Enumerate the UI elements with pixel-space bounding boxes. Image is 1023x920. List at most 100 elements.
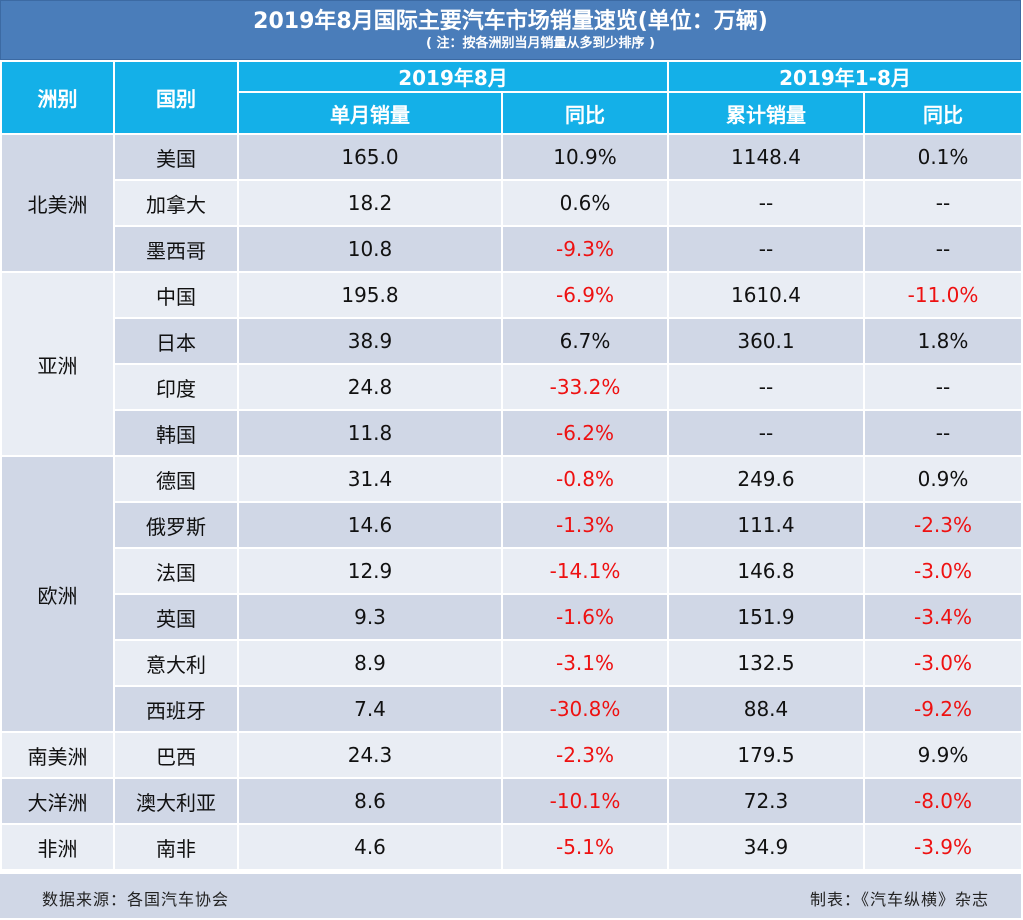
monthly-yoy-cell: -33.2%: [501, 363, 669, 411]
monthly-sales-cell: 10.8: [237, 225, 503, 273]
country-cell: 法国: [113, 547, 239, 595]
table-header: 洲别 国别 2019年8月 2019年1-8月 单月销量 同比 累计销量 同比: [0, 60, 1023, 135]
cumulative-sales-cell: --: [667, 179, 865, 227]
table-row: 英国 9.3 -1.6% 151.9 -3.4%: [1, 593, 1023, 641]
monthly-sales-cell: 24.8: [237, 363, 503, 411]
cumulative-yoy-cell: -3.0%: [862, 547, 1023, 595]
header-cumulative-sales: 累计销量: [667, 91, 865, 135]
table-row: 印度 24.8 -33.2% -- --: [1, 363, 1023, 411]
country-cell: 美国: [113, 133, 239, 181]
table-row: 意大利 8.9 -3.1% 132.5 -3.0%: [1, 639, 1023, 687]
monthly-yoy-cell: -2.3%: [501, 731, 669, 779]
monthly-sales-cell: 31.4: [237, 455, 503, 503]
header-monthly-sales: 单月销量: [237, 91, 503, 135]
country-cell: 南非: [113, 823, 239, 871]
cumulative-yoy-cell: -3.4%: [862, 593, 1023, 641]
cumulative-yoy-cell: --: [862, 225, 1023, 273]
continent-cell: 南美洲: [0, 731, 115, 779]
monthly-yoy-cell: -1.6%: [501, 593, 669, 641]
cumulative-yoy-cell: --: [862, 409, 1023, 457]
monthly-sales-cell: 18.2: [237, 179, 503, 227]
monthly-yoy-cell: 10.9%: [501, 133, 669, 181]
monthly-sales-cell: 11.8: [237, 409, 503, 457]
cumulative-sales-cell: --: [667, 363, 865, 411]
table-row: 法国 12.9 -14.1% 146.8 -3.0%: [1, 547, 1023, 595]
continent-cell: 亚洲: [0, 271, 115, 457]
monthly-yoy-cell: -3.1%: [501, 639, 669, 687]
monthly-sales-cell: 8.9: [237, 639, 503, 687]
monthly-yoy-cell: -14.1%: [501, 547, 669, 595]
country-cell: 日本: [113, 317, 239, 365]
monthly-sales-cell: 12.9: [237, 547, 503, 595]
table-body: 北美洲 美国 165.0 10.9% 1148.4 0.1% 加拿大 18.2 0.6% -- --…: [0, 133, 1023, 871]
cumulative-yoy-cell: --: [862, 363, 1023, 411]
monthly-yoy-cell: -6.2%: [501, 409, 669, 457]
country-cell: 墨西哥: [113, 225, 239, 273]
monthly-sales-cell: 7.4: [237, 685, 503, 733]
header-aug-yoy: 同比: [501, 91, 669, 135]
table-maker: 制表：《汽车纵横》杂志: [809, 890, 989, 909]
monthly-sales-cell: 38.9: [237, 317, 503, 365]
header-country: 国别: [113, 60, 239, 135]
cumulative-yoy-cell: -3.9%: [862, 823, 1023, 871]
table-footer: 数据来源：各国汽车协会 制表：《汽车纵横》杂志: [0, 872, 1021, 918]
header-aug-group: 2019年8月: [237, 60, 669, 93]
cumulative-yoy-cell: --: [862, 179, 1023, 227]
cumulative-sales-cell: 1148.4: [667, 133, 865, 181]
header-ytd-group: 2019年1-8月: [666, 60, 1023, 93]
cumulative-sales-cell: 179.5: [667, 731, 865, 779]
cumulative-yoy-cell: 0.9%: [862, 455, 1023, 503]
header-ytd-yoy: 同比: [862, 91, 1023, 135]
table-row: 墨西哥 10.8 -9.3% -- --: [1, 225, 1023, 273]
continent-cell: 北美洲: [0, 133, 115, 273]
monthly-sales-cell: 14.6: [237, 501, 503, 549]
table-row: 西班牙 7.4 -30.8% 88.4 -9.2%: [1, 685, 1023, 733]
table-row: 大洋洲 澳大利亚 8.6 -10.1% 72.3 -8.0%: [0, 777, 1023, 825]
monthly-yoy-cell: -30.8%: [501, 685, 669, 733]
cumulative-sales-cell: 146.8: [667, 547, 865, 595]
table-title: 2019年8月国际主要汽车市场销量速览(单位：万辆): [253, 9, 768, 34]
table-row: 欧洲 德国 31.4 -0.8% 249.6 0.9%: [0, 455, 1023, 733]
cumulative-yoy-cell: 0.1%: [862, 133, 1023, 181]
country-cell: 德国: [113, 455, 239, 503]
continent-cell: 大洋洲: [0, 777, 115, 825]
cumulative-sales-cell: --: [667, 225, 865, 273]
title-bar: 2019年8月国际主要汽车市场销量速览(单位：万辆) ( 注：按各洲别当月销量从…: [0, 0, 1021, 60]
country-cell: 澳大利亚: [113, 777, 239, 825]
monthly-yoy-cell: 6.7%: [501, 317, 669, 365]
monthly-sales-cell: 4.6: [237, 823, 503, 871]
cumulative-yoy-cell: 9.9%: [862, 731, 1023, 779]
sales-table: 洲别 国别 2019年8月 2019年1-8月 单月销量 同比 累计销量 同比 …: [0, 60, 1023, 871]
table-row: 南美洲 巴西 24.3 -2.3% 179.5 9.9%: [0, 731, 1023, 779]
cumulative-sales-cell: --: [667, 409, 865, 457]
monthly-yoy-cell: -6.9%: [501, 271, 669, 319]
monthly-sales-cell: 9.3: [237, 593, 503, 641]
table-row: 北美洲 美国 165.0 10.9% 1148.4 0.1%: [0, 133, 1023, 273]
table-row: 韩国 11.8 -6.2% -- --: [1, 409, 1023, 457]
country-cell: 韩国: [113, 409, 239, 457]
table-row: 亚洲 中国 195.8 -6.9% 1610.4 -11.0%: [0, 271, 1023, 457]
monthly-sales-cell: 165.0: [237, 133, 503, 181]
monthly-yoy-cell: -9.3%: [501, 225, 669, 273]
table-note: ( 注：按各洲别当月销量从多到少排序 ): [426, 36, 655, 51]
monthly-yoy-cell: -1.3%: [501, 501, 669, 549]
monthly-yoy-cell: -0.8%: [501, 455, 669, 503]
monthly-yoy-cell: -5.1%: [501, 823, 669, 871]
cumulative-sales-cell: 72.3: [667, 777, 865, 825]
country-cell: 英国: [113, 593, 239, 641]
country-cell: 加拿大: [113, 179, 239, 227]
cumulative-yoy-cell: -8.0%: [862, 777, 1023, 825]
cumulative-yoy-cell: -11.0%: [862, 271, 1023, 319]
monthly-sales-cell: 8.6: [237, 777, 503, 825]
country-cell: 印度: [113, 363, 239, 411]
country-cell: 中国: [113, 271, 239, 319]
cumulative-sales-cell: 1610.4: [667, 271, 865, 319]
cumulative-yoy-cell: 1.8%: [862, 317, 1023, 365]
cumulative-sales-cell: 34.9: [667, 823, 865, 871]
monthly-sales-cell: 24.3: [237, 731, 503, 779]
cumulative-sales-cell: 151.9: [667, 593, 865, 641]
table-row: 俄罗斯 14.6 -1.3% 111.4 -2.3%: [1, 501, 1023, 549]
monthly-yoy-cell: -10.1%: [501, 777, 669, 825]
monthly-sales-cell: 195.8: [237, 271, 503, 319]
